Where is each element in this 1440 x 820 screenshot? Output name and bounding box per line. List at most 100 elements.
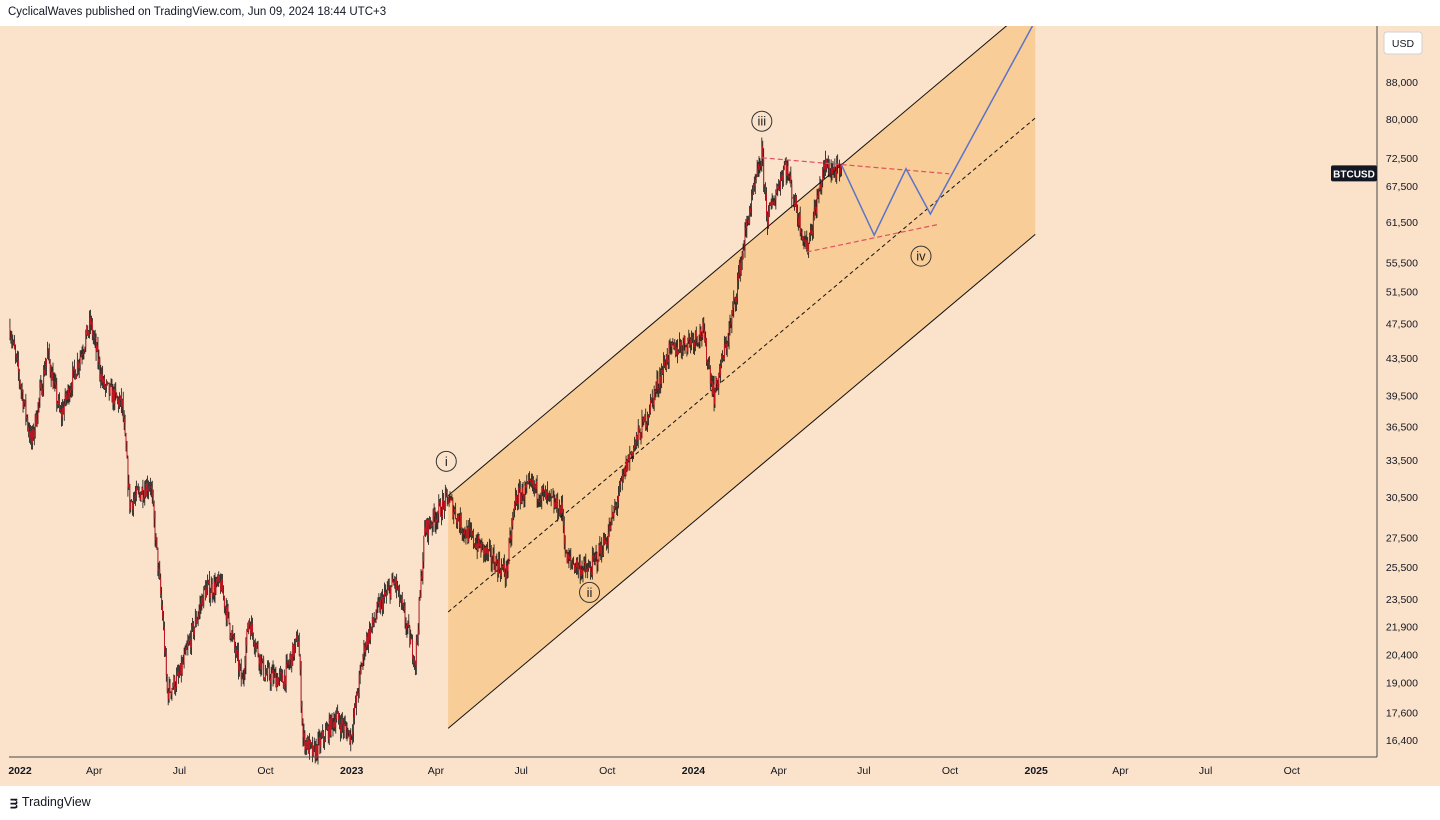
price-axis[interactable]: 16,400 17,600 19,000 20,400 21,900 23,500 25,5…	[1331, 26, 1423, 757]
candle-body	[413, 658, 414, 663]
candle-body	[309, 740, 311, 754]
candle-body	[388, 586, 390, 588]
candle-body	[749, 212, 751, 224]
candle-body	[617, 501, 619, 507]
candle-body	[685, 346, 687, 347]
candle-body	[86, 325, 88, 336]
candle-body	[494, 566, 496, 572]
candle-body	[123, 417, 125, 423]
candle-body	[79, 356, 81, 364]
candle-body	[739, 262, 741, 275]
price-tick-label: 21,900	[1386, 622, 1418, 634]
candle-body	[684, 336, 686, 347]
candle-body	[142, 487, 144, 500]
candle-body	[768, 205, 770, 211]
candle-body	[475, 543, 477, 549]
candle-body	[545, 489, 546, 500]
candle-body	[104, 378, 105, 389]
candle-body	[647, 416, 649, 424]
candle-body	[665, 355, 667, 369]
wave-label-iv: iv	[910, 245, 932, 267]
candle-body	[701, 335, 703, 338]
candle-body	[72, 370, 74, 390]
candle-body	[477, 535, 479, 551]
candle-body	[691, 336, 693, 345]
candle-body	[98, 358, 100, 363]
candle-body	[719, 373, 721, 376]
candle-body	[538, 499, 540, 502]
candle-body	[263, 659, 265, 678]
chart-area[interactable]: i ii iii iv 16,400 17,600 19,000 20,400 21,900 2…	[0, 1, 1440, 786]
candle-body	[15, 349, 17, 355]
candle-body	[222, 578, 223, 594]
candle-body	[506, 565, 508, 571]
candle-body	[202, 597, 204, 606]
candle-body	[633, 447, 634, 457]
candle-body	[127, 458, 129, 488]
candle-body	[355, 692, 357, 706]
candle-body	[200, 604, 202, 605]
candle-body	[405, 623, 407, 629]
wave-label-text: iv	[916, 249, 926, 264]
candle-body	[573, 564, 575, 565]
candle-body	[689, 337, 691, 339]
time-axis[interactable]: 2022 Apr Jul Oct 2023 Apr Jul Oct 2024 Apr Jul Oct 2…	[8, 756, 1377, 777]
candle-body	[286, 660, 288, 664]
time-tick-label: Jul	[514, 765, 527, 777]
candle-body	[605, 540, 606, 545]
candle-body	[513, 510, 515, 518]
candle-body	[321, 736, 323, 738]
channel-upper-line	[447, 1, 1036, 497]
candle-body	[374, 620, 376, 622]
channel-lower-line	[447, 234, 1036, 729]
candle-body	[253, 642, 255, 648]
candle-body	[21, 389, 23, 393]
candle-body	[335, 719, 337, 728]
candle-body	[146, 482, 148, 497]
candle-body	[711, 381, 713, 395]
candle-body	[239, 665, 241, 667]
wave-circle	[910, 245, 932, 267]
candle-body	[236, 649, 237, 655]
candle-body	[522, 487, 524, 501]
candle-body	[283, 676, 285, 689]
candle-body	[678, 341, 680, 352]
candle-body	[704, 330, 706, 342]
candle-body	[663, 360, 665, 366]
price-tick-label: 20,400	[1386, 649, 1418, 661]
candle-body	[597, 561, 599, 565]
candle-body	[300, 669, 302, 707]
candle-body	[316, 745, 318, 757]
candle-body	[570, 556, 572, 561]
candle-body	[676, 346, 678, 355]
candle-body	[472, 532, 473, 536]
candle-body	[695, 331, 697, 339]
candle-body	[483, 544, 485, 555]
candle-body	[532, 478, 534, 488]
candle-body	[775, 192, 777, 200]
candle-body	[488, 546, 490, 550]
candle-body	[565, 550, 567, 553]
candle-body	[304, 732, 306, 750]
candle-body	[729, 323, 731, 329]
candle-body	[250, 625, 252, 636]
candle-body	[137, 489, 139, 491]
candle-body	[66, 395, 68, 400]
candle-body	[816, 195, 818, 214]
candle-body	[117, 397, 119, 399]
candle-body	[509, 535, 511, 542]
candle-body	[571, 560, 573, 563]
candle-body	[418, 598, 420, 631]
candle-body	[750, 208, 752, 213]
candle-body	[625, 460, 627, 476]
candle-body	[114, 388, 116, 405]
time-tick-label: Jul	[173, 765, 186, 777]
candle-body	[556, 497, 558, 508]
candle-body	[396, 578, 398, 590]
candle-body	[295, 638, 296, 645]
candle-body	[644, 415, 646, 422]
candle-body	[223, 596, 225, 608]
candle-body	[40, 382, 42, 389]
candle-body	[462, 532, 464, 535]
